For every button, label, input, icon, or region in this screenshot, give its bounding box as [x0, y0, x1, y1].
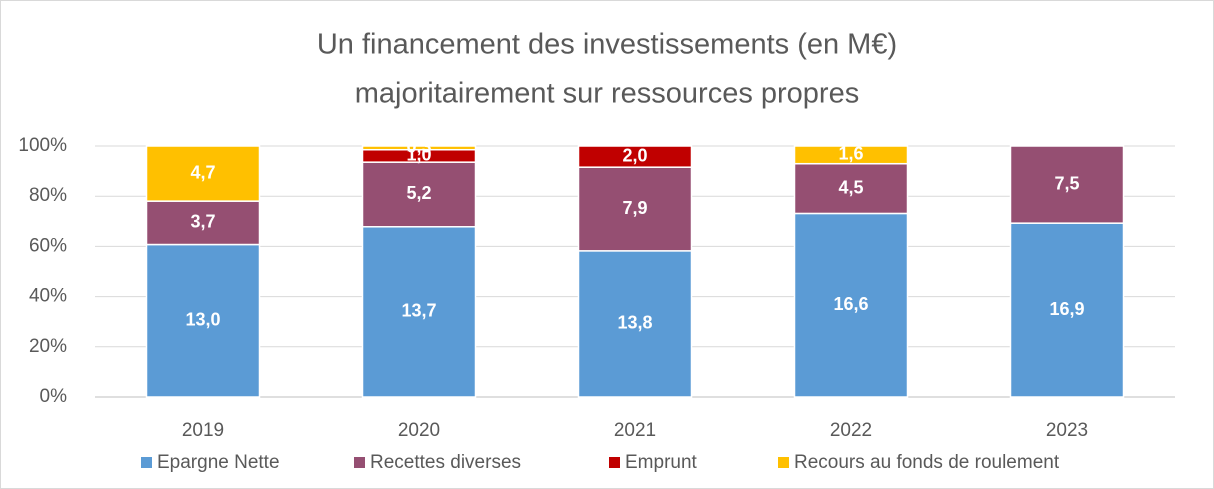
data-label: 2,0 — [622, 145, 647, 165]
legend-swatch — [354, 457, 365, 468]
legend-swatch — [778, 457, 789, 468]
bar-segment — [1009, 222, 1125, 398]
data-label: 7,9 — [622, 198, 647, 218]
bar-segment — [577, 166, 693, 252]
x-tick-label: 2019 — [182, 420, 224, 441]
data-label: 4,5 — [838, 177, 863, 197]
x-tick-label: 2021 — [614, 420, 656, 441]
data-label: 7,5 — [1054, 173, 1079, 193]
data-label: 13,8 — [617, 313, 652, 333]
bar-segment — [1009, 145, 1125, 224]
x-tick-label: 2022 — [830, 420, 872, 441]
legend-swatch — [609, 457, 620, 468]
bar-segment — [145, 243, 261, 398]
bar-segment — [793, 145, 909, 165]
chart-title: Un financement des investissements (en M… — [317, 29, 897, 61]
bar-segment — [793, 212, 909, 398]
bar-segment — [361, 161, 477, 228]
data-label: 13,0 — [185, 310, 220, 330]
legend-label: Recettes diverses — [370, 452, 521, 473]
data-label: 16,6 — [833, 294, 868, 314]
data-label: 4,7 — [190, 162, 215, 182]
data-label: 1,6 — [838, 144, 863, 164]
bar-segment — [577, 145, 693, 168]
y-tick-label: 80% — [29, 185, 67, 206]
bar-segment — [577, 250, 693, 398]
data-label: 16,9 — [1049, 299, 1084, 319]
legend-label: Recours au fonds de roulement — [794, 452, 1060, 473]
bar-segment — [361, 226, 477, 398]
bar-segment — [145, 200, 261, 246]
data-label: 0,3 — [406, 137, 431, 157]
y-tick-label: 60% — [29, 235, 67, 256]
x-tick-label: 2020 — [398, 420, 440, 441]
bar-segment — [793, 162, 909, 215]
x-tick-label: 2023 — [1046, 420, 1088, 441]
data-label: 13,7 — [401, 301, 436, 321]
y-tick-label: 0% — [40, 386, 68, 407]
bar-segment — [361, 145, 477, 151]
data-label: 3,7 — [190, 212, 215, 232]
data-label: 5,2 — [406, 183, 431, 203]
legend-label: Epargne Nette — [157, 452, 280, 473]
y-tick-label: 100% — [18, 135, 67, 156]
y-tick-label: 20% — [29, 336, 67, 357]
chart-title: majoritairement sur ressources propres — [355, 78, 859, 110]
y-tick-label: 40% — [29, 286, 67, 307]
legend-label: Emprunt — [625, 452, 698, 473]
legend-swatch — [141, 457, 152, 468]
bar-segment — [145, 145, 261, 202]
